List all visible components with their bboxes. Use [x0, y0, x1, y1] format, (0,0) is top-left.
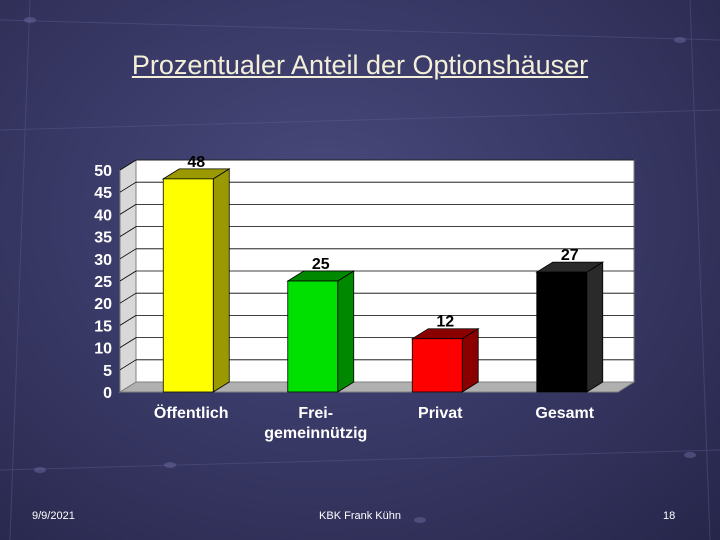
gridline-depth [119, 181, 137, 193]
bar-side [586, 261, 604, 393]
x-tick-label: Gesamt [535, 405, 594, 422]
gridline-depth [119, 270, 137, 282]
bar [162, 178, 214, 393]
bar-side [337, 270, 355, 393]
gridline-depth [119, 292, 137, 304]
y-tick-label: 35 [94, 230, 112, 247]
y-tick-label: 15 [94, 318, 112, 335]
footer-date: 9/9/2021 [32, 510, 75, 522]
y-tick-label: 40 [94, 207, 112, 224]
slide-title: Prozentualer Anteil der Optionshäuser [131, 50, 589, 80]
bar-value-label: 48 [187, 154, 205, 171]
gridline-depth [119, 337, 137, 348]
footer-page-number: 18 [663, 510, 676, 522]
bar-side [461, 327, 479, 393]
x-tick-label: gemeinnützig [264, 425, 367, 442]
x-tick-label: Privat [418, 405, 463, 422]
y-tick-label: 50 [94, 163, 112, 180]
y-tick-label: 0 [103, 385, 112, 402]
x-tick-label: Frei- [298, 405, 333, 422]
y-tick-label: 5 [103, 363, 112, 380]
bar-value-label: 27 [561, 247, 579, 264]
x-tick-label: Öffentlich [154, 403, 229, 422]
gridline-depth [119, 248, 137, 260]
gridline-depth [119, 159, 137, 171]
gridline-depth [119, 226, 137, 237]
y-tick-label: 10 [94, 341, 112, 358]
bar [287, 280, 339, 393]
gridline-depth [119, 204, 137, 215]
y-tick-label: 25 [94, 274, 112, 291]
bar-side [212, 168, 230, 393]
gridline-depth [119, 359, 137, 371]
y-tick-label: 30 [94, 252, 112, 269]
bar [411, 338, 463, 393]
y-tick-label: 20 [94, 296, 112, 313]
y-tick-label: 45 [94, 185, 112, 202]
bar-value-label: 12 [436, 314, 454, 331]
footer-author: KBK Frank Kühn [319, 510, 401, 522]
bar [536, 271, 588, 393]
gridline-depth [119, 315, 137, 326]
bar-value-label: 25 [312, 256, 330, 273]
